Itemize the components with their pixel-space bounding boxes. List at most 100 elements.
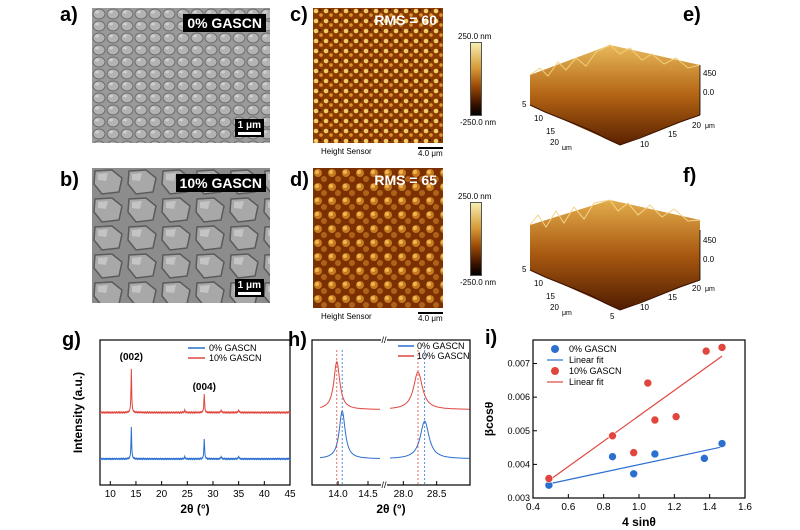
surface-front-e [529,104,701,146]
h-plot-frame [311,339,471,486]
e-x-tick-1: 5 [610,149,615,150]
g-series-0 [99,426,291,461]
scale-label-b: 1 μm [237,280,261,291]
afm-scale-d: 4.0 μm [418,312,443,323]
surface-ridges-f [529,199,701,228]
i-y-tick-label-4: 0.007 [507,359,530,369]
rms-label-c: RMS = 60 [374,12,437,28]
surface-front-f [529,269,701,311]
e-x-tick-4: 20 [692,121,701,130]
panel-label-a: a) [60,4,78,26]
h-series-0-left [319,409,380,459]
i-y-tick-label-1: 0.004 [507,459,530,469]
rms-label-d: RMS = 65 [374,172,437,188]
h-axis-break-gap [381,337,387,488]
afm-image-d: RMS = 65 [313,168,443,308]
sem-tag-a: 0% GASCN [183,14,266,32]
e-y-tick-1: 5 [522,100,527,109]
williamson-hall-chart-i: 0.4 0.6 0.8 1.0 1.2 1.4 1.6 0.003 0.004 0.005 0.00… [485,339,752,529]
h-axis-break-top: // [381,335,387,345]
i-y-tick-label-3: 0.006 [507,392,530,402]
i-point-0-2 [629,469,638,479]
h-series-0-right [390,420,470,459]
i-legend-marker-2 [551,367,559,375]
i-point-1-4 [650,415,660,425]
f-y-tick-4: 20 [550,303,559,312]
g-x-tick-label-3: 25 [182,489,194,500]
i-point-1-5 [671,412,681,421]
colorbar-bottom-d: -250.0 nm [460,278,497,287]
e-x-tick-2: 10 [640,140,649,149]
panel-label-i: i) [485,327,498,349]
afm-texture-c [313,8,443,143]
i-point-0-5 [717,439,727,448]
i-legend-text-2: 10% GASCN [569,366,622,376]
panel-label-f: f) [683,165,697,187]
g-x-tick-label-7: 45 [284,489,296,500]
i-ylabel: βcosθ [485,402,496,437]
g-x-tick-label-1: 15 [130,489,142,500]
i-x-tick-label-0: 0.4 [526,502,540,513]
i-x-tick-label-5: 1.4 [703,502,717,513]
f-y-tick-3: 15 [546,292,555,301]
g-x-tick-label-2: 20 [156,489,168,500]
f-x-unit: μm [705,286,715,293]
i-point-0-4 [700,454,709,463]
i-legend-text-1: Linear fit [569,355,604,365]
g-annotation-002: (002) [120,352,143,363]
g-x-tick-label-6: 40 [259,489,271,500]
f-y-tick-1: 5 [522,265,527,274]
e-y-tick-2: 10 [534,114,543,123]
i-xlabel: 4 sinθ [622,515,656,529]
e-y-unit: μm [562,145,572,150]
i-legend-marker-0 [551,345,559,353]
i-x-tick-label-2: 0.8 [597,502,611,513]
scale-label-a: 1 μm [237,120,261,131]
f-x-tick-2: 10 [640,303,649,312]
f-z-mid: 0.0 [703,255,715,264]
h-series-1-left [319,360,380,410]
i-point-1-2 [629,448,638,457]
h-xlabel: 2θ (°) [376,502,405,516]
h-x-tick-label-1: 14.5 [358,489,378,500]
h-series-1-right [389,371,470,410]
colorbar-c [470,42,482,116]
i-y-tick-label-2: 0.005 [507,426,530,436]
panel-label-h: h) [288,329,307,351]
xrd-chart-g: 10 15 20 25 30 35 40 45 2θ (°) Intensity (a.u.) 0%… [71,339,296,516]
i-x-tick-label-4: 1.2 [667,502,681,513]
i-x-tick-label-1: 0.6 [561,502,575,513]
afm-3d-e: 450 0.0 5 10 15 20 μm 5 10 15 20 μm [522,44,717,150]
scale-bar-a: 1 μm [234,119,264,137]
i-fit-line-1 [548,355,723,482]
g-x-tick-label-4: 30 [207,489,219,500]
panel-label-c: c) [290,4,308,26]
g-ylabel: Intensity (a.u.) [71,372,85,453]
i-x-tick-label-6: 1.6 [738,502,752,513]
i-point-0-1 [608,452,617,461]
i-x-tick-label-3: 1.0 [632,502,646,513]
i-fit-line-0 [548,446,723,485]
afm-scale-c: 4.0 μm [418,147,443,158]
g-x-tick-label-0: 10 [105,489,117,500]
h-axis-break-bottom: // [381,480,387,490]
height-sensor-label-c: Height Sensor [321,147,372,156]
surface-e [530,45,700,145]
h-legend-text-1: 10% GASCN [417,351,470,361]
i-point-1-3 [643,378,653,388]
i-point-1-6 [701,346,711,356]
panel-label-d: d) [290,169,309,191]
colorbar-top-d: 250.0 nm [458,192,492,201]
g-legend-text-1: 10% GASCN [209,353,262,363]
e-x-unit: μm [705,123,715,130]
f-z-top: 450 [703,236,717,245]
afm-texture-d [313,168,443,308]
surface-ridges-e [529,44,701,77]
sem-image-10-gascn: 10% GASCN 1 μm [92,168,270,303]
colorbar-top-c: 250.0 nm [458,32,492,41]
f-x-tick-1: 5 [610,312,615,320]
scale-bar-b: 1 μm [234,279,264,297]
panel-label-e: e) [683,4,701,26]
colorbar-bottom-c: -250.0 nm [460,118,497,127]
i-point-1-7 [717,343,727,352]
